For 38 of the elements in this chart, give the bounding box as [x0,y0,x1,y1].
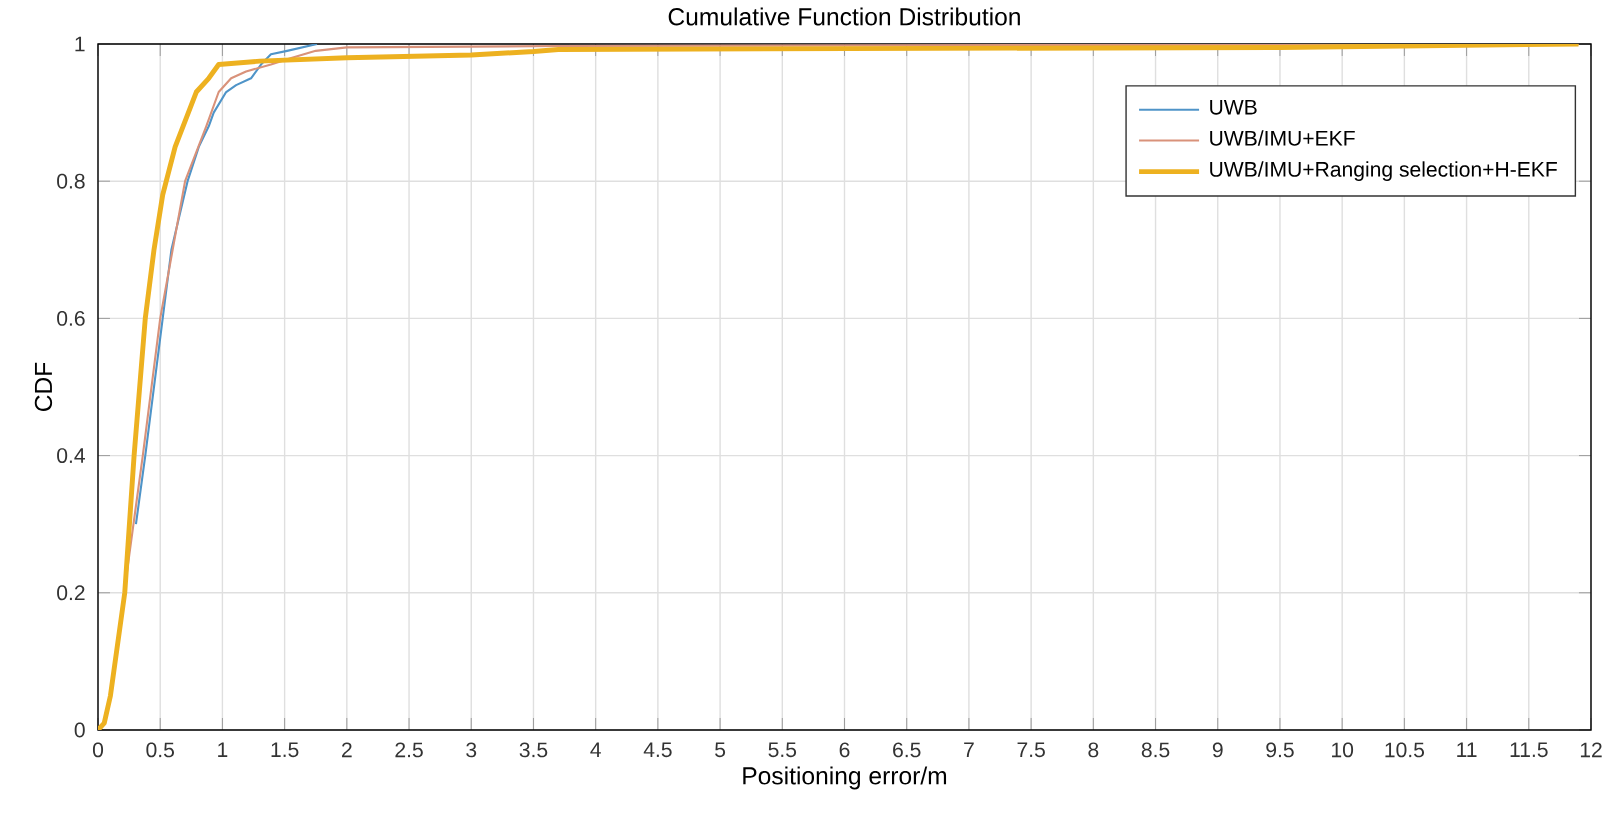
x-tick-label: 0 [92,742,104,758]
x-tick-label: 1.5 [271,742,299,758]
x-tick-label: 4 [590,742,601,757]
y-axis-title: CDF [34,362,53,411]
x-tick-label: 11.5 [1510,742,1548,758]
x-tick-label: 10 [1332,742,1354,758]
x-tick-label: 8.5 [1141,742,1170,758]
x-axis-title: Positioning error/m [743,766,947,790]
y-tick-label: 0.4 [57,448,85,464]
x-tick-label: 5.5 [768,742,797,758]
legend-label: UWB [1210,99,1257,115]
legend-label: UWB/IMU+EKF [1210,130,1355,146]
y-tick-label: 0 [74,722,85,738]
x-tick-label: 1 [218,742,228,757]
x-tick-label: 6 [839,742,850,758]
x-tick-label: 4.5 [643,742,672,758]
x-tick-label: 2 [342,742,352,758]
legend-label: UWB/IMU+Ranging selection+H-EKF [1210,161,1557,181]
x-tick-label: 2.5 [395,742,423,758]
line-series [134,43,319,526]
x-tick-label: 9 [1212,742,1223,758]
y-tick-label: 0.8 [57,173,85,189]
x-tick-label: 7 [964,742,974,757]
x-tick-label: 11 [1457,742,1477,757]
y-tick-label: 0.2 [57,585,85,601]
x-tick-label: 3 [466,742,477,758]
x-tick-label: 5 [715,742,726,758]
x-tick-label: 7.5 [1017,742,1045,758]
x-tick-label: 9.5 [1266,742,1294,758]
x-tick-label: 0.5 [146,742,174,758]
x-tick-label: 12 [1580,742,1602,758]
x-tick-label: 10.5 [1385,742,1425,758]
y-tick-label: 1 [75,36,85,52]
x-tick-label: 3.5 [519,742,548,758]
x-tick-label: 8 [1088,742,1099,758]
chart-title: Cumulative Function Distribution [668,7,1020,26]
x-tick-label: 6.5 [893,742,921,758]
y-tick-label: 0.6 [57,310,85,326]
